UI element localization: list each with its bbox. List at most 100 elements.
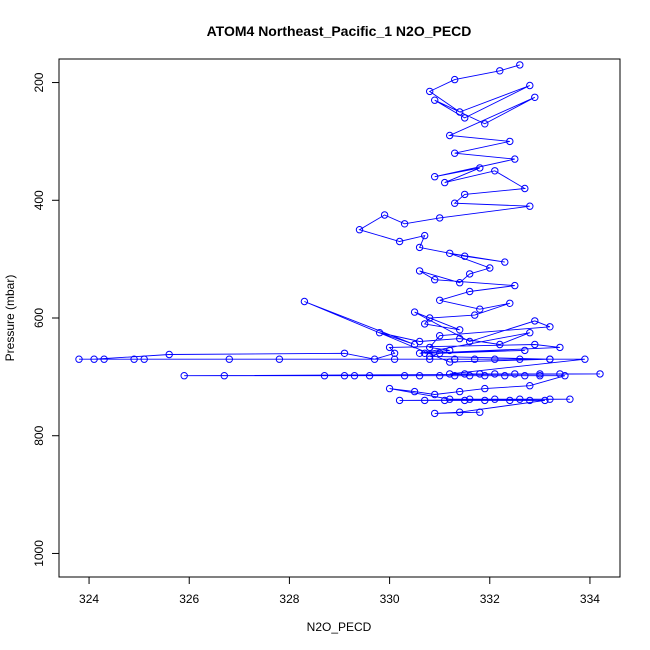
data-point <box>100 355 108 363</box>
data-point <box>511 370 519 378</box>
data-point <box>431 276 439 284</box>
x-axis-label: N2O_PECD <box>307 620 372 634</box>
data-point <box>436 372 444 380</box>
data-point <box>415 372 424 380</box>
y-tick-label: 1000 <box>32 540 46 567</box>
data-point <box>511 155 519 163</box>
data-point <box>421 396 429 405</box>
data-point <box>415 243 424 252</box>
data-point <box>531 93 539 102</box>
data-point <box>436 332 444 340</box>
data-point <box>130 355 138 363</box>
data-point <box>466 337 474 346</box>
data-point <box>225 355 234 363</box>
y-axis: 200 400 600 800 1000 <box>32 72 60 567</box>
data-point <box>275 355 284 363</box>
data-point <box>375 329 384 337</box>
data-point <box>481 120 489 128</box>
data-point <box>426 87 434 96</box>
data-point <box>426 343 434 352</box>
data-point <box>461 370 469 378</box>
data-point <box>561 372 569 380</box>
data-point <box>410 340 419 349</box>
data-point <box>320 372 329 380</box>
data-point <box>395 396 404 405</box>
data-point <box>481 372 489 380</box>
data-point <box>476 370 484 378</box>
chart-title: ATOM4 Northeast_Pacific_1 N2O_PECD <box>207 23 472 39</box>
data-point <box>431 173 439 181</box>
data-point <box>456 326 464 334</box>
data-point <box>521 346 529 355</box>
data-point <box>456 408 464 416</box>
data-point <box>506 299 514 307</box>
data-point <box>461 252 469 260</box>
data-point <box>436 296 444 304</box>
data-point <box>140 355 148 363</box>
data-point <box>355 226 364 234</box>
x-tick-label: 332 <box>480 592 500 606</box>
data-point <box>415 349 424 357</box>
data-point <box>476 164 484 172</box>
data-point <box>415 267 424 275</box>
data-point <box>581 355 589 363</box>
data-point <box>526 202 534 210</box>
data-point <box>481 396 489 405</box>
data-point <box>436 214 444 222</box>
x-tick-label: 334 <box>580 592 600 606</box>
series-layer <box>75 61 604 418</box>
data-point <box>446 131 454 140</box>
data-point <box>471 311 479 319</box>
data-point <box>461 190 469 199</box>
data-point <box>451 372 459 380</box>
data-point <box>506 137 514 146</box>
data-point <box>516 355 524 363</box>
data-point <box>491 395 499 403</box>
series-group <box>75 61 604 418</box>
data-point <box>385 343 394 352</box>
data-point <box>546 355 554 363</box>
data-point <box>546 323 554 331</box>
data-point <box>556 370 564 378</box>
data-point <box>491 355 499 363</box>
y-tick-label: 800 <box>32 425 46 445</box>
data-point <box>521 184 529 193</box>
data-point <box>526 382 534 390</box>
data-point <box>431 409 439 418</box>
data-point <box>385 384 394 393</box>
data-point <box>340 372 349 380</box>
data-point <box>496 340 504 349</box>
data-point <box>516 61 524 69</box>
data-point <box>526 81 534 90</box>
data-point <box>370 355 379 363</box>
data-point <box>431 96 439 104</box>
data-point <box>436 349 444 357</box>
data-point <box>476 408 484 416</box>
data-point <box>536 372 544 380</box>
x-tick-label: 324 <box>79 592 99 606</box>
data-point <box>596 370 604 378</box>
data-point <box>180 372 188 380</box>
data-point <box>526 396 534 405</box>
data-point <box>446 395 454 403</box>
data-point <box>441 396 449 405</box>
data-point <box>456 279 464 287</box>
data-point <box>380 211 389 219</box>
data-point <box>566 395 574 403</box>
data-point <box>546 395 554 403</box>
data-point <box>491 370 499 378</box>
data-point <box>501 258 509 266</box>
data-point <box>441 178 449 187</box>
data-point <box>421 349 429 357</box>
data-point <box>350 372 359 380</box>
data-point <box>466 372 474 380</box>
data-point <box>506 396 514 405</box>
data-point <box>410 387 419 396</box>
data-point <box>541 396 549 405</box>
data-point <box>466 287 474 296</box>
data-point <box>300 297 309 306</box>
data-point <box>501 372 509 380</box>
data-point <box>390 355 399 363</box>
data-point <box>461 114 469 122</box>
data-point <box>511 281 519 290</box>
